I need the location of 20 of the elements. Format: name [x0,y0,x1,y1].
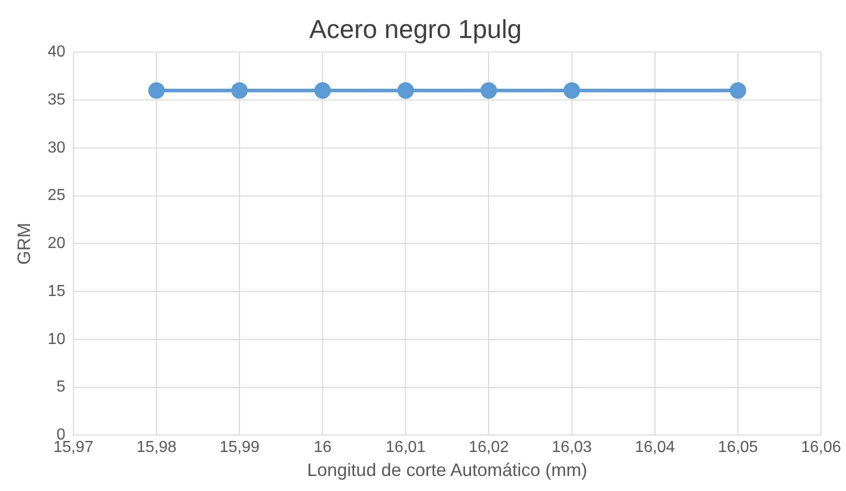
y-tick-label: 20 [48,235,66,252]
chart-title: Acero negro 1pulg [309,14,522,44]
x-tick-label: 16,04 [634,439,675,456]
y-tick-label: 5 [56,378,66,396]
x-tick-label: 16 [314,439,332,456]
x-axis-title: Longitud de corte Automático (mm) [307,460,588,480]
y-tick-label: 40 [48,44,66,61]
y-axis-title: GRM [14,222,34,265]
x-tick-label: 16,03 [552,439,592,456]
y-tick-label: 30 [48,139,66,156]
y-tick-label: 25 [48,187,66,204]
x-tick-label: 15,98 [136,439,177,456]
x-tick-label: 16,02 [468,439,509,456]
y-tick-label: 15 [48,282,66,300]
x-tick-label: 15,99 [220,439,260,456]
y-tick-label: 35 [48,91,66,108]
x-tick-label: 16,06 [800,439,842,456]
x-tick-label: 16,01 [386,439,426,456]
x-tick-label: 16,05 [718,439,758,456]
y-tick-label: 10 [48,330,66,348]
